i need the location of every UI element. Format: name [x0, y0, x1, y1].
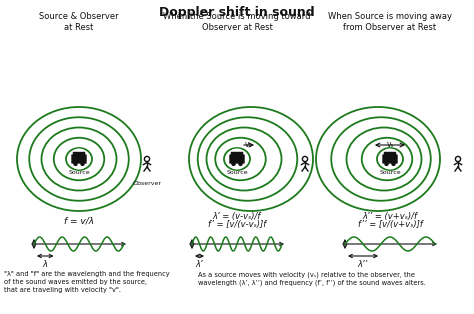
Circle shape: [227, 149, 247, 169]
FancyBboxPatch shape: [383, 155, 398, 163]
Text: vₛ: vₛ: [244, 140, 252, 149]
Text: λ: λ: [43, 260, 48, 269]
Text: When Source is moving away
from Observer at Rest: When Source is moving away from Observer…: [328, 12, 452, 32]
Text: λ’: λ’: [196, 260, 203, 269]
Text: f’’ = [v/(v+vₛ)]f: f’’ = [v/(v+vₛ)]f: [357, 220, 422, 229]
Text: "λ" and "f" are the wavelength and the frequency
of the sound waves emitted by t: "λ" and "f" are the wavelength and the f…: [4, 271, 170, 293]
Text: Source: Source: [379, 170, 401, 175]
FancyBboxPatch shape: [72, 155, 86, 163]
Text: Source: Source: [68, 170, 90, 175]
Circle shape: [392, 162, 395, 165]
Text: Source: Source: [226, 170, 248, 175]
Text: vₛ: vₛ: [386, 140, 394, 149]
Bar: [231, 152, 235, 155]
Text: As a source moves with velocity (vₛ) relative to the observer, the
wavelength (λ: As a source moves with velocity (vₛ) rel…: [198, 271, 426, 286]
Circle shape: [81, 162, 84, 165]
Text: λ’’: λ’’: [358, 260, 368, 269]
Text: f = v/λ: f = v/λ: [64, 217, 94, 226]
Circle shape: [385, 162, 388, 165]
Text: λ’’ = (v+vₛ)/f: λ’’ = (v+vₛ)/f: [363, 212, 418, 221]
Text: Observer: Observer: [133, 181, 162, 186]
Text: When the Source is moving toward
Observer at Rest: When the Source is moving toward Observe…: [163, 12, 311, 32]
Circle shape: [380, 149, 400, 169]
Circle shape: [232, 162, 235, 165]
Bar: [388, 152, 392, 155]
Text: Doppler shift in sound: Doppler shift in sound: [159, 6, 315, 19]
Bar: [235, 152, 239, 155]
FancyBboxPatch shape: [229, 155, 245, 163]
Bar: [384, 152, 388, 155]
Bar: [77, 152, 81, 155]
Text: f’ = [v/(v-vₛ)]f: f’ = [v/(v-vₛ)]f: [208, 220, 266, 229]
Bar: [73, 152, 76, 155]
Bar: [82, 152, 85, 155]
Bar: [392, 152, 396, 155]
Text: Source & Observer
at Rest: Source & Observer at Rest: [39, 12, 119, 32]
Circle shape: [69, 149, 89, 169]
Circle shape: [74, 162, 77, 165]
Bar: [239, 152, 243, 155]
Text: λ’ = (v-vₛ)/f: λ’ = (v-vₛ)/f: [213, 212, 261, 221]
Circle shape: [239, 162, 242, 165]
